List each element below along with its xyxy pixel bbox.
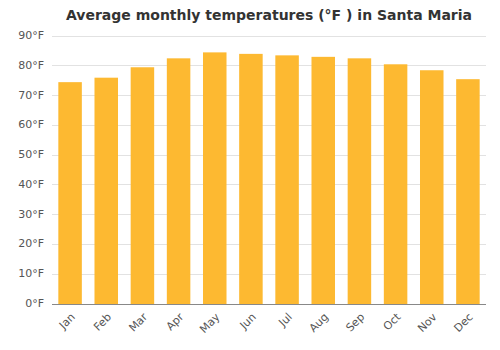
x-tick-label: Aug	[307, 311, 331, 335]
x-tick-label: Sep	[343, 311, 367, 335]
grid-line	[52, 36, 486, 37]
chart-title: Average monthly temperatures (°F ) in Sa…	[66, 7, 472, 23]
x-tick-label: Dec	[451, 311, 475, 335]
bar	[94, 78, 118, 304]
y-tick-label: 50°F	[18, 148, 44, 161]
chart-container: 0°F 10°F 20°F 30°F 40°F 50°F 60°F 70°F 80°F 90°F J…	[0, 0, 500, 350]
bar	[456, 79, 480, 304]
bar	[348, 58, 372, 304]
bar	[203, 52, 227, 304]
bar	[420, 70, 444, 304]
bar	[131, 67, 155, 304]
x-tick-labels: Jan Feb Mar Apr May Jun Jul Aug Sep Oct Nov Dec	[56, 310, 476, 336]
x-tick-label: Jul	[276, 311, 295, 330]
y-tick-label: 70°F	[18, 89, 44, 102]
x-tick-label: Oct	[381, 310, 404, 333]
x-tick-label: Nov	[415, 310, 440, 335]
y-tick-label: 30°F	[18, 208, 44, 221]
y-tick-labels: 0°F 10°F 20°F 30°F 40°F 50°F 60°F 70°F 80°F 90°F	[18, 29, 44, 310]
y-tick-label: 80°F	[18, 59, 44, 72]
x-tick-label: Feb	[91, 311, 114, 334]
y-tick-label: 60°F	[18, 118, 44, 131]
chart: 0°F 10°F 20°F 30°F 40°F 50°F 60°F 70°F 80°F 90°F J…	[0, 0, 500, 350]
y-tick-label: 90°F	[18, 29, 44, 42]
bar	[311, 57, 335, 304]
x-tick-label: May	[197, 310, 223, 336]
x-tick-label: Apr	[164, 310, 187, 333]
bar	[167, 58, 191, 304]
bar	[275, 55, 299, 304]
bar	[384, 64, 408, 304]
y-tick-label: 40°F	[18, 178, 44, 191]
x-tick-label: Jan	[56, 311, 78, 333]
x-tick-label: Jun	[237, 311, 259, 333]
y-tick-label: 10°F	[18, 267, 44, 280]
y-tick-label: 0°F	[25, 297, 44, 310]
y-grid	[52, 36, 486, 304]
x-axis-line	[52, 304, 486, 305]
bar	[58, 82, 82, 304]
bars	[58, 52, 479, 304]
grid-line	[52, 304, 486, 305]
y-tick-label: 20°F	[18, 237, 44, 250]
grid-line	[52, 65, 486, 66]
bar	[239, 54, 263, 304]
x-tick-label: Mar	[126, 310, 150, 334]
